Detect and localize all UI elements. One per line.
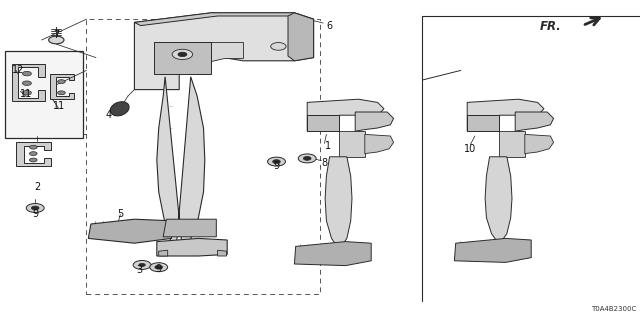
Polygon shape xyxy=(50,74,74,99)
Polygon shape xyxy=(88,219,172,243)
Circle shape xyxy=(303,156,311,160)
Polygon shape xyxy=(294,242,371,266)
Text: 9: 9 xyxy=(32,209,38,220)
Circle shape xyxy=(268,157,285,166)
Circle shape xyxy=(133,260,151,269)
Text: T0A4B2300C: T0A4B2300C xyxy=(591,306,637,312)
Text: 8: 8 xyxy=(321,158,328,168)
Circle shape xyxy=(178,52,187,57)
Circle shape xyxy=(150,263,168,272)
Polygon shape xyxy=(467,99,544,131)
Circle shape xyxy=(29,158,37,162)
Text: 1: 1 xyxy=(325,140,332,151)
Circle shape xyxy=(26,204,44,212)
Circle shape xyxy=(22,71,31,76)
Polygon shape xyxy=(198,42,243,64)
Text: 5: 5 xyxy=(117,209,124,220)
Text: 3: 3 xyxy=(136,265,143,276)
Bar xyxy=(5,51,83,138)
Text: 10: 10 xyxy=(464,144,477,154)
Text: 11: 11 xyxy=(19,89,32,100)
Text: FR.: FR. xyxy=(540,20,562,33)
Circle shape xyxy=(271,43,286,50)
Polygon shape xyxy=(467,115,499,131)
Polygon shape xyxy=(355,112,394,131)
Text: 4: 4 xyxy=(106,110,112,120)
Circle shape xyxy=(29,152,37,156)
Polygon shape xyxy=(325,157,352,245)
Polygon shape xyxy=(134,13,314,90)
Bar xyxy=(86,19,320,294)
Polygon shape xyxy=(163,219,216,237)
Polygon shape xyxy=(154,42,211,74)
Polygon shape xyxy=(288,13,314,61)
Polygon shape xyxy=(157,238,227,256)
Circle shape xyxy=(58,80,65,84)
Circle shape xyxy=(273,160,280,164)
Circle shape xyxy=(139,263,145,267)
Text: 7: 7 xyxy=(53,30,60,40)
Text: 9: 9 xyxy=(273,161,280,172)
Polygon shape xyxy=(307,99,384,131)
Polygon shape xyxy=(485,157,512,240)
Polygon shape xyxy=(515,112,554,131)
Text: 2: 2 xyxy=(34,182,40,192)
Circle shape xyxy=(29,145,37,149)
Polygon shape xyxy=(339,131,365,157)
Polygon shape xyxy=(159,250,168,256)
Circle shape xyxy=(58,91,65,95)
Polygon shape xyxy=(12,64,45,101)
Text: 12: 12 xyxy=(12,65,24,76)
Polygon shape xyxy=(365,134,394,154)
Ellipse shape xyxy=(110,102,129,116)
Polygon shape xyxy=(134,13,314,26)
Polygon shape xyxy=(454,238,531,262)
Polygon shape xyxy=(218,250,227,256)
Polygon shape xyxy=(499,131,525,157)
Circle shape xyxy=(172,49,193,60)
Circle shape xyxy=(22,81,31,85)
Polygon shape xyxy=(307,115,339,131)
Circle shape xyxy=(155,265,163,269)
Text: 9: 9 xyxy=(156,264,162,274)
Circle shape xyxy=(298,154,316,163)
Polygon shape xyxy=(157,77,205,250)
Circle shape xyxy=(49,36,64,44)
Text: 11: 11 xyxy=(52,100,65,111)
Polygon shape xyxy=(16,142,51,166)
Polygon shape xyxy=(525,134,554,154)
Circle shape xyxy=(22,91,31,95)
Text: 6: 6 xyxy=(326,20,333,31)
Circle shape xyxy=(31,206,39,210)
